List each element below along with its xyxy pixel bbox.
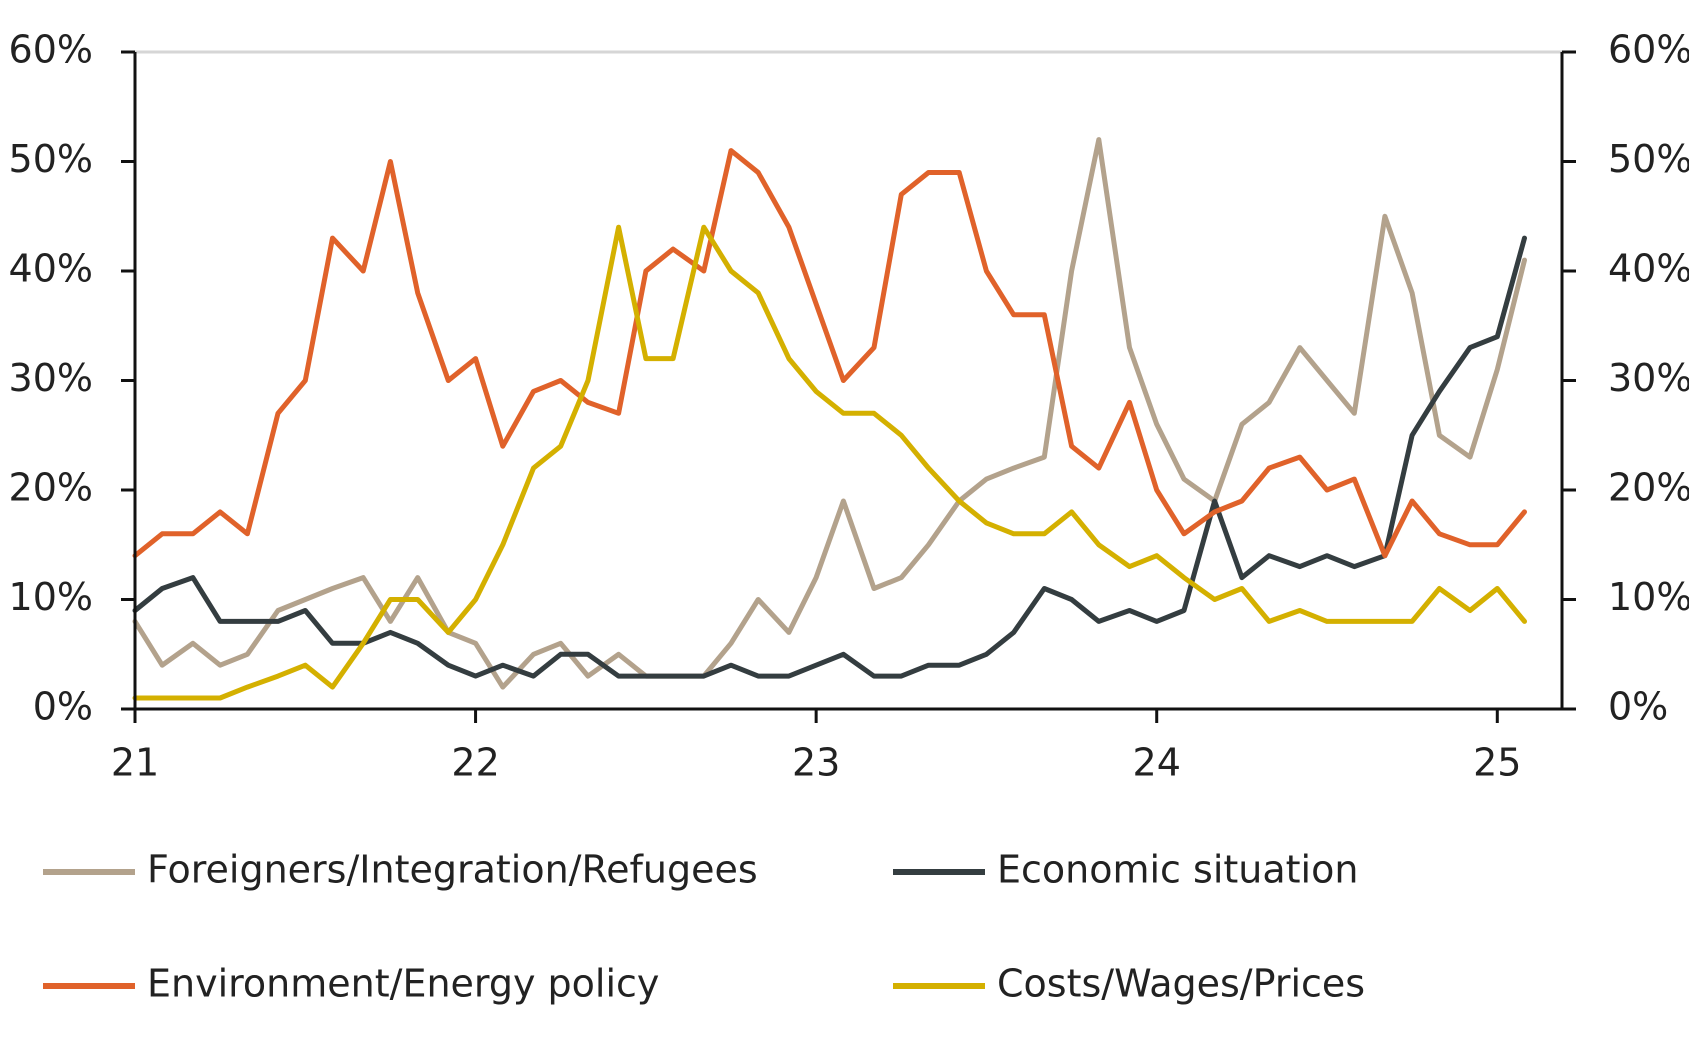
series-line [132,137,1527,690]
y-tick-label: 10% [9,575,93,619]
x-tick-label: 22 [451,741,499,785]
y-tick-label: 30% [9,356,93,400]
y2-tick-label: 10% [1608,575,1689,619]
y2-tick-label: 20% [1608,466,1689,510]
y-tick-label: 60% [9,28,93,72]
y-tick-label: 0% [33,685,93,729]
x-tick-label: 25 [1473,741,1521,785]
y-tick-label: 40% [9,247,93,291]
x-tick-label: 23 [792,741,840,785]
legend-label: Foreigners/Integration/Refugees [147,848,758,892]
x-tick-label: 21 [111,741,159,785]
y-tick-label: 50% [9,137,93,181]
y2-tick-label: 60% [1608,28,1689,72]
legend-label: Economic situation [997,848,1358,892]
y-tick-label: 20% [9,466,93,510]
legend-label: Costs/Wages/Prices [997,962,1365,1006]
y2-tick-label: 40% [1608,247,1689,291]
series-line [132,235,1527,679]
y2-tick-label: 50% [1608,137,1689,181]
y2-tick-label: 0% [1608,685,1668,729]
y2-tick-label: 30% [1608,356,1689,400]
legend-label: Environment/Energy policy [147,962,659,1006]
x-tick-label: 24 [1133,741,1181,785]
series-line [132,224,1527,701]
series-line [132,148,1527,559]
